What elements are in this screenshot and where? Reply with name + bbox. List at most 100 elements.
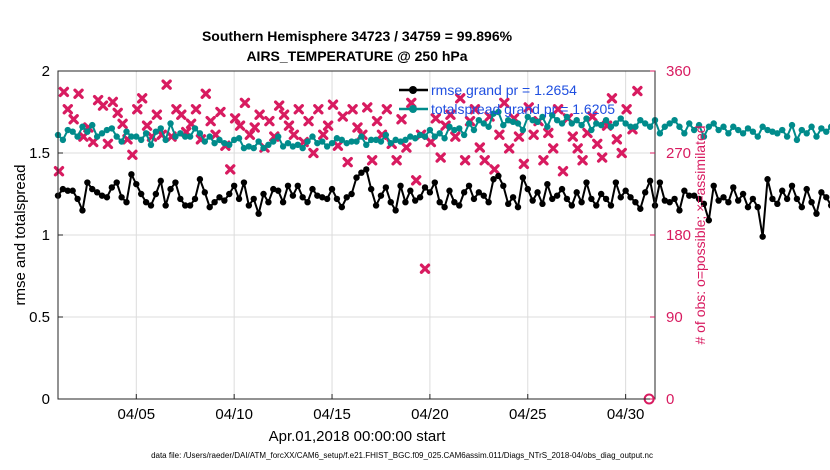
rmse-point [250, 195, 257, 203]
obs-point [523, 102, 534, 113]
rmse-point [769, 195, 776, 203]
x-tick-label: 04/05 [118, 406, 156, 423]
rmse-point [182, 202, 189, 209]
rmse-point [343, 194, 350, 201]
legend-rmse-label: rmse grand pr = 1.2654 [431, 82, 577, 98]
totalspread-point [407, 133, 414, 140]
rmse-point [730, 184, 737, 191]
totalspread-point [558, 120, 566, 127]
totalspread-point [475, 117, 483, 124]
rmse-point [328, 185, 336, 193]
x-tick-label: 04/10 [215, 406, 253, 423]
rmse-point [201, 189, 209, 196]
totalspread-point [309, 133, 316, 140]
rmse-point [553, 192, 561, 199]
obs-point [499, 97, 510, 109]
rmse-point [275, 187, 282, 194]
totalspread-point [353, 138, 360, 145]
rmse-point [818, 189, 825, 196]
totalspread-point [485, 123, 492, 130]
obs-point [538, 155, 549, 166]
totalspread-point [597, 121, 605, 129]
obs-point [616, 147, 627, 159]
rmse-point [98, 192, 106, 199]
rmse-point [84, 179, 91, 186]
totalspread-point [260, 144, 267, 152]
rmse-point [441, 203, 448, 211]
rmse-point [74, 195, 81, 203]
totalspread-point [710, 120, 717, 127]
totalspread-point [416, 131, 424, 139]
obs-point [513, 131, 525, 142]
rmse-point [142, 199, 150, 206]
rmse-point [519, 174, 527, 181]
obs-point [518, 158, 530, 170]
rmse-point [167, 185, 174, 193]
obs-point [411, 175, 422, 186]
rmse-point [186, 202, 194, 209]
totalspread-point [338, 136, 346, 144]
totalspread-point [666, 120, 673, 127]
obs-point [234, 120, 246, 131]
data-file-footnote: data file: /Users/raeder/DAI/ATM_forcXX/… [151, 451, 653, 460]
rmse-point [602, 195, 610, 203]
x-axis-ticks: 04/05 04/10 04/15 04/20 04/25 04/30 [118, 394, 644, 423]
rmse-point [152, 190, 160, 198]
totalspread-point [108, 125, 116, 132]
rmse-point [333, 195, 341, 203]
rmse-point [289, 192, 297, 199]
rmse-point [108, 184, 116, 191]
rmse-point [177, 195, 184, 203]
rmse-point [637, 205, 644, 212]
rmse-point [813, 210, 820, 217]
totalspread-point [588, 126, 595, 134]
obs-point [489, 164, 500, 175]
rmse-point [764, 176, 771, 183]
rmse-point [808, 199, 815, 206]
rmse-point [436, 199, 443, 206]
rmse-point [612, 179, 620, 186]
totalspread-point [333, 135, 341, 142]
totalspread-point [421, 133, 429, 140]
rmse-point [460, 189, 468, 196]
obs-point [479, 155, 490, 166]
totalspread-point [553, 117, 561, 124]
totalspread-point [74, 133, 81, 140]
obs-point [112, 107, 123, 119]
totalspread-point [147, 141, 155, 148]
totalspread-point [152, 128, 160, 135]
totalspread-point [818, 125, 825, 132]
left-tick-label: 1.5 [29, 145, 50, 162]
rmse-point [504, 200, 512, 208]
totalspread-point [563, 113, 571, 121]
rmse-point [348, 190, 355, 198]
rmse-point [407, 187, 414, 194]
totalspread-point [583, 115, 590, 122]
totalspread-point [157, 125, 164, 132]
totalspread-point [436, 130, 443, 137]
totalspread-point [84, 128, 91, 135]
totalspread-point [235, 135, 243, 142]
x-axis-label: Apr.01,2018 00:00:00 start [269, 428, 447, 445]
totalspread-point [759, 123, 766, 130]
totalspread-point [64, 126, 71, 134]
rmse-point [686, 192, 693, 199]
obs-point [313, 104, 324, 115]
rmse-point [632, 199, 639, 206]
totalspread-point [774, 130, 781, 137]
rmse-point [754, 203, 761, 211]
right-tick-label: 180 [666, 227, 691, 244]
rmse-point [216, 194, 223, 201]
totalspread-point [451, 126, 458, 134]
totalspread-point [568, 120, 576, 127]
obs-point [127, 149, 138, 161]
rmse-point [646, 177, 654, 185]
rmse-point [578, 199, 585, 206]
obs-point [474, 142, 486, 153]
obs-point [176, 109, 187, 120]
rmse-point [490, 176, 497, 183]
rmse-point [642, 189, 649, 196]
rmse-point [568, 202, 576, 209]
obs-point [606, 93, 618, 104]
obs-point [239, 97, 251, 109]
